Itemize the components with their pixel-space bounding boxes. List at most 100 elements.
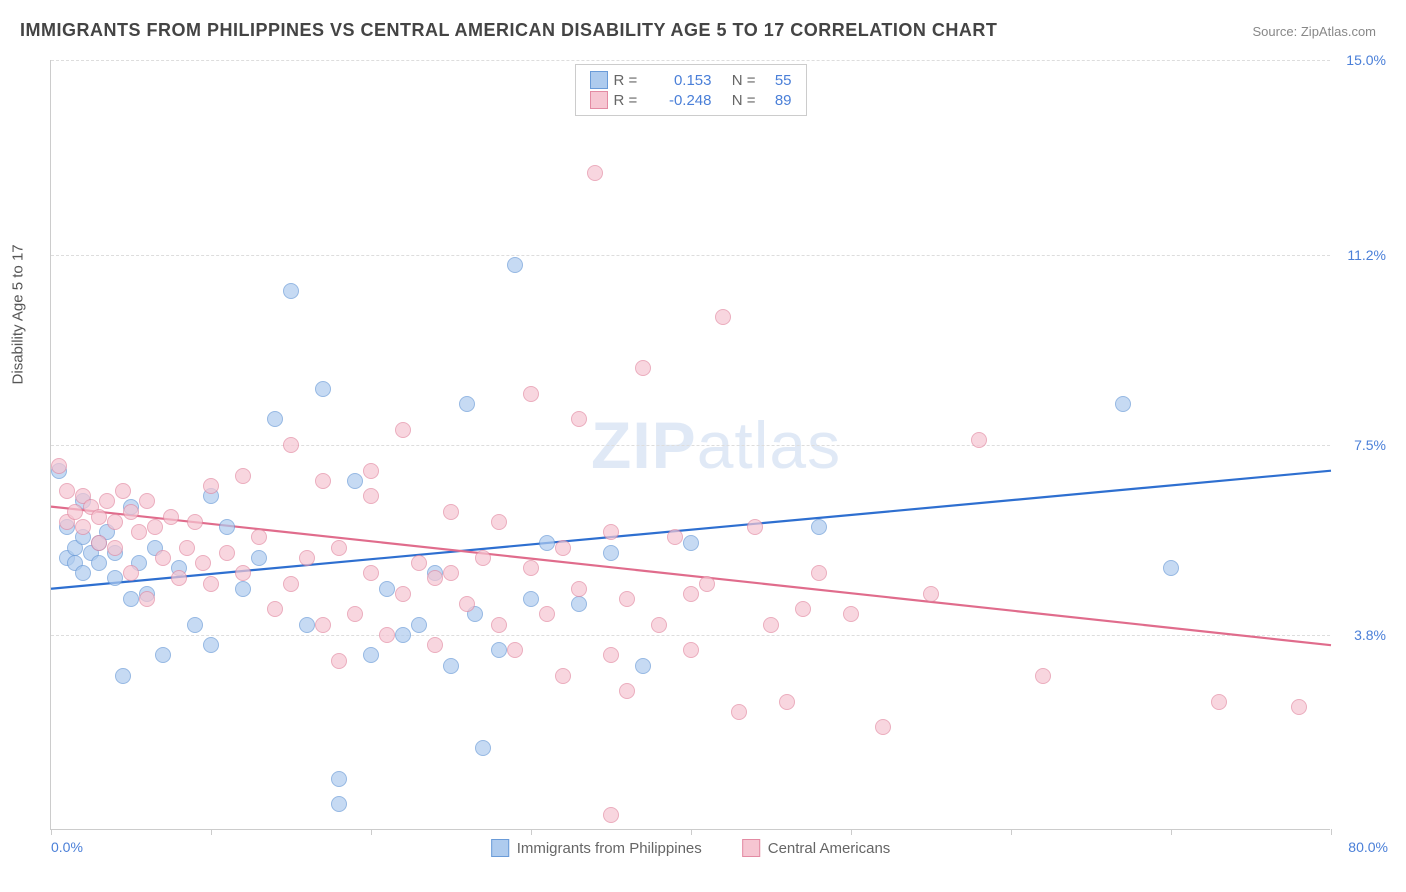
scatter-point-central — [843, 606, 859, 622]
scatter-point-central — [427, 637, 443, 653]
y-tick-label: 15.0% — [1336, 52, 1386, 68]
x-min-label: 0.0% — [51, 839, 83, 855]
scatter-point-central — [619, 591, 635, 607]
swatch-philippines — [491, 839, 509, 857]
legend-row-philippines: R = 0.153 N = 55 — [590, 71, 792, 89]
swatch-central — [590, 91, 608, 109]
x-tick — [211, 829, 212, 835]
scatter-point-central — [427, 570, 443, 586]
scatter-point-central — [731, 704, 747, 720]
scatter-point-central — [131, 524, 147, 540]
scatter-point-central — [283, 437, 299, 453]
scatter-point-central — [123, 565, 139, 581]
r-value-central: -0.248 — [652, 92, 712, 109]
scatter-point-central — [811, 565, 827, 581]
scatter-point-philippines — [235, 581, 251, 597]
scatter-point-central — [235, 565, 251, 581]
r-label: R = — [614, 72, 646, 89]
x-tick — [1011, 829, 1012, 835]
scatter-point-central — [251, 529, 267, 545]
scatter-point-central — [779, 694, 795, 710]
scatter-point-central — [651, 617, 667, 633]
scatter-point-central — [603, 524, 619, 540]
scatter-point-central — [219, 545, 235, 561]
scatter-point-central — [171, 570, 187, 586]
scatter-point-philippines — [1115, 396, 1131, 412]
x-tick — [531, 829, 532, 835]
scatter-point-central — [155, 550, 171, 566]
y-tick-label: 3.8% — [1336, 627, 1386, 643]
scatter-point-central — [347, 606, 363, 622]
scatter-point-philippines — [75, 565, 91, 581]
y-tick-label: 11.2% — [1336, 247, 1386, 263]
chart-title: IMMIGRANTS FROM PHILIPPINES VS CENTRAL A… — [20, 20, 997, 41]
scatter-point-central — [699, 576, 715, 592]
swatch-central — [742, 839, 760, 857]
scatter-point-central — [491, 617, 507, 633]
scatter-point-central — [99, 493, 115, 509]
scatter-point-central — [163, 509, 179, 525]
legend-item-philippines: Immigrants from Philippines — [491, 839, 702, 857]
x-tick — [851, 829, 852, 835]
scatter-point-central — [107, 514, 123, 530]
scatter-point-central — [875, 719, 891, 735]
scatter-point-philippines — [115, 668, 131, 684]
y-axis-label: Disability Age 5 to 17 — [10, 244, 27, 384]
scatter-point-central — [59, 483, 75, 499]
n-label: N = — [718, 72, 756, 89]
scatter-point-philippines — [523, 591, 539, 607]
scatter-point-philippines — [635, 658, 651, 674]
scatter-point-central — [571, 581, 587, 597]
scatter-point-philippines — [267, 411, 283, 427]
scatter-point-central — [187, 514, 203, 530]
scatter-point-central — [315, 473, 331, 489]
scatter-point-central — [555, 668, 571, 684]
scatter-point-philippines — [603, 545, 619, 561]
scatter-point-central — [115, 483, 131, 499]
x-tick — [371, 829, 372, 835]
x-tick — [1171, 829, 1172, 835]
scatter-point-central — [379, 627, 395, 643]
scatter-point-central — [459, 596, 475, 612]
scatter-point-central — [683, 642, 699, 658]
scatter-point-central — [195, 555, 211, 571]
scatter-point-philippines — [251, 550, 267, 566]
scatter-point-central — [395, 422, 411, 438]
scatter-point-central — [363, 488, 379, 504]
scatter-point-central — [603, 807, 619, 823]
scatter-point-philippines — [379, 581, 395, 597]
scatter-point-central — [331, 540, 347, 556]
x-tick — [691, 829, 692, 835]
y-tick-label: 7.5% — [1336, 437, 1386, 453]
scatter-point-central — [923, 586, 939, 602]
scatter-point-philippines — [187, 617, 203, 633]
scatter-point-philippines — [203, 637, 219, 653]
scatter-point-central — [363, 565, 379, 581]
scatter-point-philippines — [811, 519, 827, 535]
scatter-point-philippines — [683, 535, 699, 551]
scatter-point-central — [331, 653, 347, 669]
r-value-philippines: 0.153 — [652, 72, 712, 89]
scatter-point-central — [203, 478, 219, 494]
scatter-point-philippines — [91, 555, 107, 571]
scatter-point-central — [67, 504, 83, 520]
scatter-point-philippines — [347, 473, 363, 489]
scatter-point-philippines — [107, 570, 123, 586]
scatter-point-central — [539, 606, 555, 622]
scatter-point-philippines — [283, 283, 299, 299]
scatter-point-central — [283, 576, 299, 592]
series-legend: Immigrants from Philippines Central Amer… — [491, 839, 891, 857]
scatter-point-central — [411, 555, 427, 571]
scatter-point-central — [491, 514, 507, 530]
scatter-point-philippines — [363, 647, 379, 663]
scatter-point-central — [587, 165, 603, 181]
scatter-point-central — [91, 535, 107, 551]
scatter-point-central — [1035, 668, 1051, 684]
scatter-point-central — [555, 540, 571, 556]
scatter-point-central — [443, 504, 459, 520]
scatter-point-central — [795, 601, 811, 617]
scatter-point-central — [1291, 699, 1307, 715]
scatter-point-central — [763, 617, 779, 633]
r-label: R = — [614, 92, 646, 109]
scatter-point-philippines — [475, 740, 491, 756]
